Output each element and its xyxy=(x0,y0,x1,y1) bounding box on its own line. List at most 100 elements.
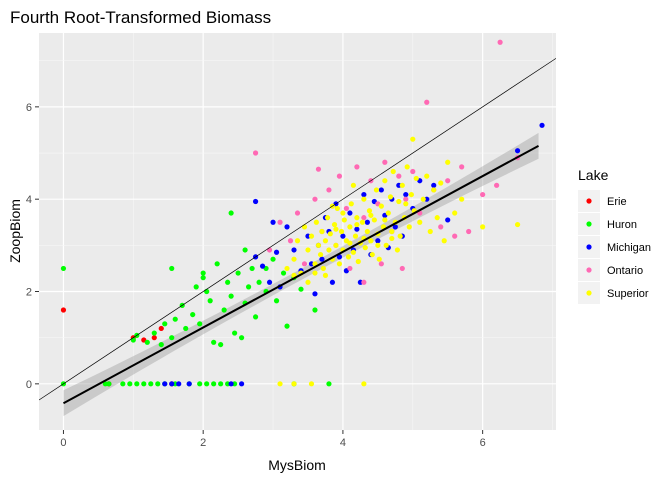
point-michigan xyxy=(392,224,398,230)
point-superior xyxy=(375,242,381,248)
point-ontario xyxy=(480,191,486,198)
point-ontario xyxy=(287,238,294,244)
y-tick-label: 4 xyxy=(26,194,32,206)
legend-label-huron: Huron xyxy=(607,219,637,231)
legend-label-superior: Superior xyxy=(607,288,649,300)
point-huron xyxy=(242,247,248,253)
point-superior xyxy=(308,381,315,387)
point-huron xyxy=(256,279,262,285)
point-superior xyxy=(294,238,301,244)
point-michigan xyxy=(270,219,276,225)
point-huron xyxy=(120,381,126,387)
point-superior xyxy=(320,265,326,272)
point-superior xyxy=(291,381,297,387)
point-huron xyxy=(235,270,241,276)
point-huron xyxy=(312,307,318,313)
point-huron xyxy=(144,339,150,345)
point-superior xyxy=(369,251,375,258)
point-superior xyxy=(399,182,405,188)
point-superior xyxy=(327,231,333,237)
point-superior xyxy=(373,187,380,193)
point-superior xyxy=(441,238,447,244)
point-michigan xyxy=(354,226,360,232)
point-huron xyxy=(298,286,304,292)
point-huron xyxy=(252,314,259,320)
identity-reference-line xyxy=(39,58,556,401)
chart-title: Fourth Root-Transformed Biomass xyxy=(10,8,271,27)
point-huron xyxy=(197,321,203,327)
point-superior xyxy=(404,164,410,170)
point-ontario xyxy=(343,205,350,212)
point-superior xyxy=(438,180,444,186)
point-huron xyxy=(183,325,189,332)
point-michigan xyxy=(266,279,273,285)
point-erie xyxy=(60,307,67,313)
legend-label-michigan: Michigan xyxy=(607,242,651,254)
legend-swatch-superior xyxy=(586,290,592,296)
point-michigan xyxy=(539,122,545,128)
point-huron xyxy=(158,341,164,348)
point-huron xyxy=(200,270,206,276)
point-ontario xyxy=(445,178,451,184)
point-superior xyxy=(514,221,521,228)
point-superior xyxy=(368,238,374,244)
point-michigan xyxy=(176,381,182,387)
point-superior xyxy=(366,208,373,214)
point-huron xyxy=(134,381,140,387)
point-superior xyxy=(347,240,353,246)
point-superior xyxy=(324,215,331,221)
point-huron xyxy=(221,307,227,313)
point-superior xyxy=(368,212,374,218)
point-huron xyxy=(211,339,217,345)
point-superior xyxy=(355,258,361,265)
grid-lines xyxy=(39,33,556,430)
point-superior xyxy=(382,217,388,223)
point-superior xyxy=(389,235,395,242)
point-huron xyxy=(190,311,196,318)
point-ontario xyxy=(315,166,322,172)
point-huron xyxy=(228,210,234,216)
point-michigan xyxy=(239,381,245,387)
point-huron xyxy=(148,381,154,387)
legend-label-ontario: Ontario xyxy=(607,265,643,277)
point-michigan xyxy=(291,247,297,253)
point-ontario xyxy=(459,164,465,170)
point-superior xyxy=(354,215,360,221)
point-huron xyxy=(193,284,199,290)
point-ontario xyxy=(361,215,367,221)
point-superior xyxy=(390,168,396,175)
point-huron xyxy=(239,335,245,341)
point-superior xyxy=(403,201,409,207)
point-huron xyxy=(106,381,112,387)
point-michigan xyxy=(259,263,266,269)
point-ontario xyxy=(347,265,353,272)
point-michigan xyxy=(340,233,346,239)
x-tick-label: 4 xyxy=(340,437,346,449)
point-superior xyxy=(338,228,345,235)
point-superior xyxy=(334,205,340,212)
legend-swatch-michigan xyxy=(586,244,592,250)
point-michigan xyxy=(336,254,343,260)
point-huron xyxy=(141,381,147,387)
legend-label-erie: Erie xyxy=(607,196,627,208)
point-superior xyxy=(364,228,370,235)
point-superior xyxy=(354,221,360,228)
point-ontario xyxy=(438,224,444,230)
point-superior xyxy=(417,219,423,225)
point-huron xyxy=(270,256,276,262)
point-superior xyxy=(361,196,367,202)
point-michigan xyxy=(162,381,168,387)
point-michigan xyxy=(364,219,370,225)
point-ontario xyxy=(410,168,416,175)
point-huron xyxy=(245,284,252,290)
point-superior xyxy=(291,256,297,262)
point-superior xyxy=(284,265,290,272)
point-michigan xyxy=(375,238,381,244)
point-superior xyxy=(434,215,440,221)
regression-line xyxy=(62,144,540,405)
point-superior xyxy=(397,233,403,239)
point-ontario xyxy=(336,173,343,179)
point-superior xyxy=(348,201,354,207)
point-michigan xyxy=(361,191,367,198)
point-huron xyxy=(162,321,168,327)
